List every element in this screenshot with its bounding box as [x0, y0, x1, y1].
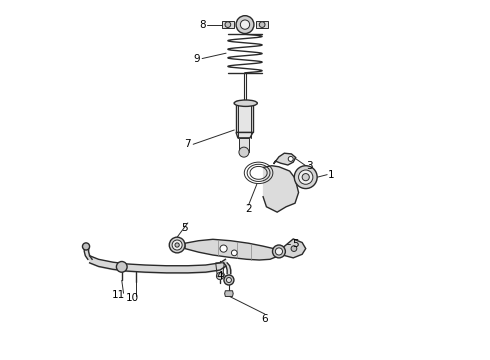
Circle shape — [172, 240, 182, 250]
Circle shape — [169, 237, 185, 253]
Circle shape — [220, 245, 227, 252]
Polygon shape — [185, 239, 279, 260]
Polygon shape — [239, 138, 249, 152]
Circle shape — [226, 278, 231, 283]
Polygon shape — [273, 153, 296, 165]
Circle shape — [272, 245, 285, 258]
Circle shape — [275, 248, 283, 255]
Polygon shape — [222, 21, 234, 28]
Circle shape — [224, 275, 234, 285]
Text: 5: 5 — [181, 223, 188, 233]
Text: 10: 10 — [126, 293, 139, 303]
Polygon shape — [216, 263, 224, 275]
Circle shape — [82, 243, 90, 250]
Circle shape — [294, 166, 317, 189]
Circle shape — [302, 174, 309, 181]
Text: 7: 7 — [185, 139, 191, 149]
Circle shape — [298, 170, 313, 184]
Circle shape — [225, 22, 231, 27]
Polygon shape — [283, 239, 306, 258]
Text: 5: 5 — [292, 239, 298, 249]
Text: 6: 6 — [261, 314, 268, 324]
Text: 9: 9 — [194, 54, 200, 64]
Circle shape — [241, 20, 249, 29]
Text: 8: 8 — [199, 19, 205, 30]
Text: 3: 3 — [306, 161, 313, 171]
Circle shape — [259, 22, 265, 27]
Circle shape — [175, 243, 179, 247]
Circle shape — [239, 147, 249, 157]
Circle shape — [217, 273, 223, 280]
Text: 2: 2 — [245, 203, 252, 213]
Text: 4: 4 — [217, 271, 223, 282]
Polygon shape — [263, 166, 298, 212]
Polygon shape — [256, 21, 268, 28]
Circle shape — [117, 261, 127, 272]
Text: 11: 11 — [112, 290, 125, 300]
Circle shape — [236, 16, 254, 33]
Circle shape — [288, 157, 293, 161]
Circle shape — [291, 246, 297, 251]
Polygon shape — [224, 291, 233, 296]
Polygon shape — [236, 132, 253, 138]
Text: 1: 1 — [327, 170, 334, 180]
Polygon shape — [236, 102, 253, 132]
Circle shape — [231, 250, 237, 256]
Ellipse shape — [234, 100, 257, 107]
